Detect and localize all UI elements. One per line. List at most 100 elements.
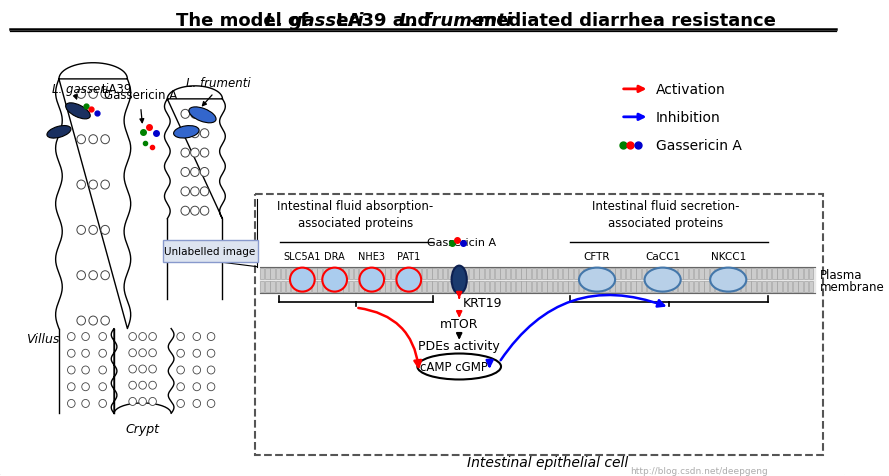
- Circle shape: [99, 383, 107, 391]
- Bar: [725, 281, 730, 292]
- Circle shape: [181, 207, 189, 216]
- Bar: [762, 281, 766, 292]
- Bar: [684, 268, 688, 279]
- Ellipse shape: [710, 268, 746, 292]
- Circle shape: [190, 110, 199, 119]
- Text: L. gasseri: L. gasseri: [52, 83, 108, 96]
- Text: Gassericin A: Gassericin A: [656, 139, 741, 152]
- Bar: [292, 281, 296, 292]
- FancyBboxPatch shape: [0, 0, 847, 476]
- Bar: [469, 268, 474, 279]
- Bar: [417, 268, 421, 279]
- Bar: [626, 268, 630, 279]
- Circle shape: [77, 226, 85, 235]
- Ellipse shape: [645, 268, 681, 292]
- Text: DRA: DRA: [324, 251, 345, 261]
- Bar: [380, 281, 385, 292]
- Bar: [767, 281, 772, 292]
- Circle shape: [129, 349, 136, 357]
- Text: -mediated diarrhea resistance: -mediated diarrhea resistance: [470, 12, 776, 30]
- Bar: [642, 281, 646, 292]
- Bar: [464, 281, 469, 292]
- Circle shape: [77, 181, 85, 189]
- Ellipse shape: [396, 268, 421, 292]
- Bar: [741, 281, 745, 292]
- Bar: [338, 281, 343, 292]
- Bar: [709, 281, 714, 292]
- Bar: [380, 268, 385, 279]
- Text: The model of: The model of: [176, 12, 315, 30]
- Bar: [348, 281, 353, 292]
- Circle shape: [193, 383, 201, 391]
- Bar: [673, 281, 677, 292]
- Bar: [255, 194, 823, 456]
- Circle shape: [200, 188, 209, 197]
- Bar: [652, 281, 656, 292]
- Bar: [479, 281, 484, 292]
- Bar: [699, 281, 703, 292]
- Bar: [301, 281, 306, 292]
- Bar: [443, 281, 447, 292]
- Bar: [563, 268, 567, 279]
- Circle shape: [82, 383, 90, 391]
- Bar: [364, 268, 369, 279]
- Bar: [495, 268, 500, 279]
- Text: NHE3: NHE3: [358, 251, 385, 261]
- Bar: [693, 268, 698, 279]
- Bar: [516, 281, 521, 292]
- Bar: [621, 281, 625, 292]
- Circle shape: [82, 349, 90, 357]
- Bar: [375, 281, 380, 292]
- Text: PAT1: PAT1: [397, 251, 420, 261]
- Bar: [401, 268, 405, 279]
- Circle shape: [181, 168, 189, 177]
- Bar: [401, 281, 405, 292]
- Circle shape: [139, 333, 147, 341]
- Bar: [479, 268, 484, 279]
- Bar: [464, 268, 469, 279]
- Bar: [762, 268, 766, 279]
- Bar: [626, 281, 630, 292]
- Text: L. frumenti: L. frumenti: [187, 77, 251, 89]
- Bar: [542, 281, 547, 292]
- Circle shape: [99, 366, 107, 374]
- Text: Unlabelled image: Unlabelled image: [164, 246, 256, 256]
- Bar: [584, 268, 589, 279]
- Bar: [684, 281, 688, 292]
- Bar: [511, 268, 516, 279]
- Bar: [526, 268, 531, 279]
- Circle shape: [207, 349, 215, 357]
- Circle shape: [190, 188, 199, 197]
- Text: membrane: membrane: [820, 280, 885, 294]
- Circle shape: [100, 136, 109, 144]
- Bar: [375, 268, 380, 279]
- Bar: [323, 268, 327, 279]
- Circle shape: [89, 271, 98, 280]
- Bar: [767, 268, 772, 279]
- Bar: [788, 268, 792, 279]
- Circle shape: [89, 226, 98, 235]
- Text: Activation: Activation: [656, 83, 725, 97]
- Bar: [782, 268, 787, 279]
- Text: Plasma: Plasma: [820, 268, 862, 281]
- Circle shape: [129, 333, 136, 341]
- Bar: [453, 268, 458, 279]
- Bar: [537, 281, 541, 292]
- Bar: [689, 281, 693, 292]
- Text: Inhibition: Inhibition: [656, 110, 721, 125]
- Bar: [521, 281, 525, 292]
- Bar: [778, 268, 782, 279]
- Bar: [746, 268, 750, 279]
- Circle shape: [193, 366, 201, 374]
- Circle shape: [129, 397, 136, 406]
- Bar: [490, 281, 494, 292]
- Bar: [595, 281, 599, 292]
- Bar: [773, 268, 777, 279]
- Bar: [689, 268, 693, 279]
- Text: KRT19: KRT19: [463, 297, 502, 309]
- Circle shape: [200, 129, 209, 139]
- Ellipse shape: [189, 108, 216, 124]
- Bar: [474, 281, 478, 292]
- Bar: [432, 281, 436, 292]
- Ellipse shape: [452, 266, 467, 294]
